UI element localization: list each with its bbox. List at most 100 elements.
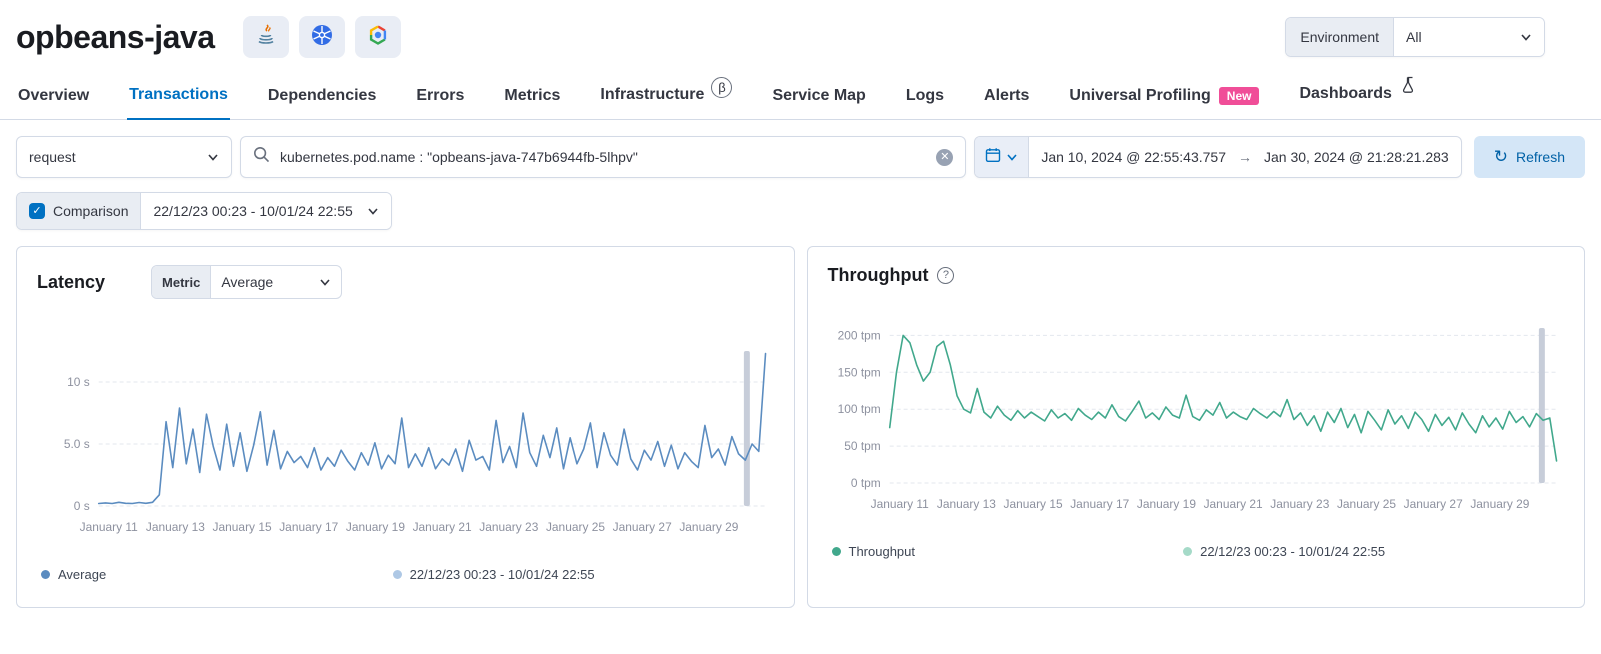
- throughput-panel: Throughput ? 0 tpm 50 tpm 100 tpm 150 tpm 20…: [806, 246, 1585, 608]
- tab-metrics[interactable]: Metrics: [502, 77, 562, 119]
- filter-bar: request kubernetes.pod.name : "opbeans-j…: [0, 120, 1601, 184]
- tab-transactions[interactable]: Transactions: [127, 76, 230, 120]
- tab-logs[interactable]: Logs: [904, 77, 946, 119]
- svg-text:10 s: 10 s: [67, 375, 90, 389]
- svg-text:January 25: January 25: [546, 520, 605, 534]
- tab-label: Overview: [18, 87, 90, 104]
- page-title: opbeans-java: [16, 18, 215, 55]
- tab-dependencies[interactable]: Dependencies: [266, 77, 378, 119]
- date-range-picker: Jan 10, 2024 @ 22:55:43.757 → Jan 30, 20…: [974, 136, 1462, 178]
- clear-search-icon[interactable]: ✕: [936, 148, 954, 166]
- svg-text:January 29: January 29: [679, 520, 738, 534]
- end-date-button[interactable]: Jan 30, 2024 @ 21:28:21.283: [1264, 149, 1449, 165]
- refresh-button[interactable]: ↻ Refresh: [1473, 136, 1585, 178]
- comparison-row: ✓ Comparison 22/12/23 00:23 - 10/01/24 2…: [0, 184, 1601, 246]
- svg-text:January 17: January 17: [279, 520, 338, 534]
- legend-label: 22/12/23 00:23 - 10/01/24 22:55: [1200, 544, 1386, 559]
- chevron-down-icon: [368, 208, 379, 215]
- legend-dot: [392, 570, 402, 579]
- flask-icon: [1399, 76, 1415, 99]
- svg-text:January 29: January 29: [1470, 497, 1529, 511]
- service-tab-bar: Overview Transactions Dependencies Error…: [0, 68, 1601, 120]
- latency-metric-control: Metric Average: [151, 265, 343, 299]
- transaction-type-value: request: [29, 149, 76, 165]
- tab-dashboards[interactable]: Dashboards: [1297, 72, 1416, 119]
- throughput-chart[interactable]: 0 tpm 50 tpm 100 tpm 150 tpm 200 tpm January …: [828, 320, 1565, 520]
- legend-dot: [41, 570, 50, 579]
- legend-item[interactable]: 22/12/23 00:23 - 10/01/24 22:55: [1183, 544, 1564, 559]
- beta-badge: β: [711, 77, 733, 98]
- svg-text:January 11: January 11: [870, 497, 929, 511]
- svg-text:January 17: January 17: [1070, 497, 1129, 511]
- svg-text:January 27: January 27: [1403, 497, 1462, 511]
- svg-text:0 tpm: 0 tpm: [850, 476, 880, 490]
- legend-label: 22/12/23 00:23 - 10/01/24 22:55: [409, 567, 595, 582]
- legend-label: Average: [58, 567, 107, 582]
- svg-text:January 27: January 27: [613, 520, 672, 534]
- legend-dot: [1183, 547, 1193, 556]
- legend-item[interactable]: Throughput: [831, 544, 1184, 559]
- svg-text:January 15: January 15: [1003, 497, 1062, 511]
- svg-text:January 13: January 13: [146, 520, 205, 534]
- tab-errors[interactable]: Errors: [414, 77, 466, 119]
- transaction-type-select[interactable]: request: [16, 136, 232, 178]
- legend-item[interactable]: Average: [41, 567, 393, 582]
- tab-alerts[interactable]: Alerts: [982, 77, 1031, 119]
- kql-search-input[interactable]: kubernetes.pod.name : "opbeans-java-747b…: [240, 136, 967, 178]
- tab-label: Dashboards: [1299, 84, 1392, 102]
- svg-text:January 25: January 25: [1336, 497, 1395, 511]
- svg-text:150 tpm: 150 tpm: [837, 365, 880, 379]
- legend-item[interactable]: 22/12/23 00:23 - 10/01/24 22:55: [392, 567, 774, 582]
- new-badge: New: [1218, 87, 1260, 105]
- quick-select-button[interactable]: [975, 137, 1030, 177]
- svg-text:5.0 s: 5.0 s: [64, 437, 90, 451]
- comparison-control: ✓ Comparison 22/12/23 00:23 - 10/01/24 2…: [16, 192, 393, 230]
- comparison-range-select[interactable]: 22/12/23 00:23 - 10/01/24 22:55: [141, 193, 392, 229]
- comparison-label-segment: ✓ Comparison: [17, 193, 142, 229]
- metric-value: Average: [221, 274, 274, 290]
- kubernetes-icon: [310, 23, 334, 52]
- refresh-label: Refresh: [1515, 149, 1565, 165]
- tab-infrastructure[interactable]: Infrastructure β: [598, 74, 734, 119]
- java-badge: [242, 16, 289, 58]
- latency-legend: Average 22/12/23 00:23 - 10/01/24 22:55: [37, 567, 774, 582]
- tech-badges: [242, 16, 401, 58]
- comparison-range-value: 22/12/23 00:23 - 10/01/24 22:55: [153, 203, 353, 219]
- service-header: opbeans-java: [0, 0, 1601, 68]
- tab-label: Infrastructure: [600, 85, 705, 103]
- refresh-icon: ↻: [1493, 147, 1508, 166]
- start-date-button[interactable]: Jan 10, 2024 @ 22:55:43.757: [1041, 149, 1227, 165]
- tab-label: Metrics: [504, 87, 561, 104]
- google-cloud-icon: [365, 23, 391, 52]
- comparison-checkbox[interactable]: ✓: [29, 203, 45, 219]
- tab-universal-profiling[interactable]: Universal Profiling New: [1067, 77, 1261, 119]
- throughput-panel-title: Throughput: [827, 265, 929, 285]
- svg-text:January 13: January 13: [936, 497, 995, 511]
- svg-text:January 19: January 19: [1136, 497, 1195, 511]
- legend-label: Throughput: [848, 544, 916, 559]
- date-range-arrow: →: [1238, 149, 1253, 165]
- svg-text:200 tpm: 200 tpm: [837, 328, 880, 342]
- tab-label: Transactions: [129, 86, 228, 103]
- calendar-icon: [985, 147, 1001, 168]
- help-icon[interactable]: ?: [937, 267, 955, 284]
- svg-text:January 21: January 21: [413, 520, 472, 534]
- svg-text:January 21: January 21: [1203, 497, 1262, 511]
- environment-value: All: [1406, 29, 1422, 45]
- kubernetes-badge: [298, 16, 345, 58]
- charts-container: Latency Metric Average 0 s 5.0 s 10 s Janua…: [0, 246, 1601, 608]
- latency-panel-title: Latency: [37, 271, 106, 292]
- gcp-badge: [354, 16, 401, 58]
- svg-text:50 tpm: 50 tpm: [844, 439, 881, 453]
- latency-chart[interactable]: 0 s 5.0 s 10 s January 11 January 13 January …: [37, 343, 774, 543]
- environment-filter: Environment All: [1285, 17, 1545, 57]
- tab-label: Errors: [416, 87, 465, 104]
- environment-select[interactable]: All: [1394, 18, 1544, 56]
- comparison-label: Comparison: [53, 203, 129, 219]
- tab-label: Service Map: [772, 87, 866, 104]
- tab-service-map[interactable]: Service Map: [770, 77, 867, 119]
- search-query-text: kubernetes.pod.name : "opbeans-java-747b…: [280, 149, 638, 165]
- tab-overview[interactable]: Overview: [16, 77, 91, 119]
- svg-text:January 19: January 19: [346, 520, 405, 534]
- metric-select[interactable]: Average: [211, 266, 341, 298]
